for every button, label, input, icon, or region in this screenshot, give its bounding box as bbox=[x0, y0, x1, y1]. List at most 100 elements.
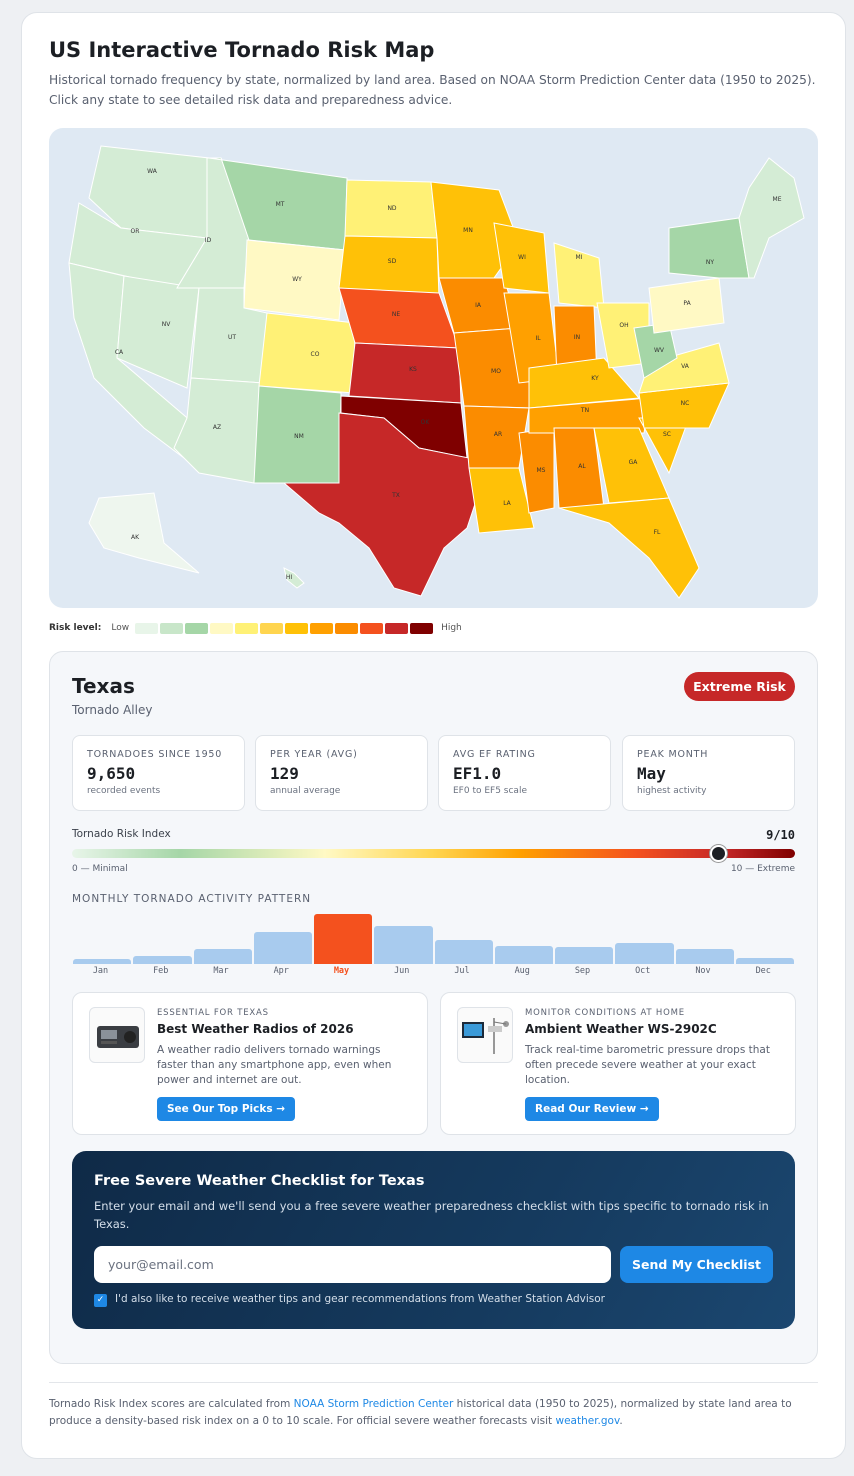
label-ca: CA bbox=[115, 349, 124, 356]
label-ak: AK bbox=[131, 534, 140, 541]
stat-value: 129 bbox=[270, 764, 299, 783]
legend-swatch-2 bbox=[160, 622, 184, 634]
page-title: US Interactive Tornado Risk Map bbox=[49, 38, 435, 62]
checklist-signup-box: Free Severe Weather Checklist for Texas … bbox=[72, 1151, 795, 1329]
state-ak[interactable] bbox=[88, 492, 200, 574]
legend-low: Low bbox=[111, 623, 130, 633]
risk-legend: Risk level: Low High bbox=[49, 621, 462, 635]
state-tx[interactable] bbox=[282, 412, 478, 597]
label-wa: WA bbox=[147, 168, 158, 175]
legend-swatch-12 bbox=[410, 622, 434, 634]
label-nv: NV bbox=[162, 321, 171, 328]
label-az: AZ bbox=[213, 424, 221, 431]
legend-swatch-9 bbox=[335, 622, 359, 634]
promo-card-weather-radios[interactable]: ESSENTIAL FOR TEXAS Best Weather Radios … bbox=[72, 992, 428, 1135]
footer-text-3: . bbox=[619, 1415, 623, 1427]
state-ky[interactable] bbox=[528, 357, 641, 409]
opt-in-label[interactable]: I'd also like to receive weather tips an… bbox=[115, 1293, 606, 1305]
month-label-jun: Jun bbox=[394, 966, 410, 976]
month-bar-nov bbox=[675, 949, 734, 964]
month-bar-aug bbox=[494, 946, 553, 964]
label-va: VA bbox=[681, 363, 690, 370]
state-wy[interactable] bbox=[243, 239, 346, 321]
state-pa[interactable] bbox=[648, 277, 725, 334]
label-nd: ND bbox=[387, 205, 396, 212]
label-ok: OK bbox=[421, 419, 431, 426]
month-bar-oct bbox=[615, 943, 674, 964]
promo-card-weather-station[interactable]: MONITOR CONDITIONS AT HOME Ambient Weath… bbox=[440, 992, 796, 1135]
state-ks[interactable] bbox=[348, 342, 462, 404]
email-input[interactable] bbox=[94, 1246, 611, 1283]
stat-card-ef-rating: AVG EF RATING EF1.0 EF0 to EF5 scale bbox=[438, 735, 611, 811]
state-mi[interactable] bbox=[553, 242, 605, 309]
state-region: Tornado Alley bbox=[72, 703, 153, 717]
promo-kicker: MONITOR CONDITIONS AT HOME bbox=[525, 1008, 685, 1018]
legend-swatch-1 bbox=[135, 622, 159, 634]
opt-in-checkbox[interactable]: ✓ bbox=[94, 1294, 107, 1307]
tornado-risk-map: WA OR CA NV ID MT WY UT AZ CO NM ND SD N… bbox=[49, 128, 818, 608]
stat-sub: highest activity bbox=[637, 786, 707, 796]
state-ne[interactable] bbox=[338, 287, 460, 349]
label-la: LA bbox=[503, 500, 511, 507]
see-top-picks-button[interactable]: See Our Top Picks → bbox=[157, 1097, 296, 1121]
label-al: AL bbox=[578, 463, 586, 470]
promo-title[interactable]: Best Weather Radios of 2026 bbox=[157, 1022, 354, 1036]
checklist-title: Free Severe Weather Checklist for Texas bbox=[94, 1173, 425, 1189]
label-ms: MS bbox=[537, 467, 546, 474]
state-ny[interactable] bbox=[668, 217, 750, 279]
weather-gov-link[interactable]: weather.gov bbox=[555, 1415, 620, 1427]
label-nc: NC bbox=[681, 400, 690, 407]
label-or: OR bbox=[131, 228, 140, 235]
month-label-mar: Mar bbox=[213, 966, 229, 976]
stat-card-per-year: PER YEAR (AVG) 129 annual average bbox=[255, 735, 428, 811]
checklist-description: Enter your email and we'll send you a fr… bbox=[94, 1199, 769, 1231]
month-bar-jun bbox=[374, 926, 433, 964]
risk-index-marker bbox=[710, 845, 728, 862]
state-co[interactable] bbox=[258, 312, 356, 394]
label-me: ME bbox=[773, 196, 782, 203]
footer-text-1: Tornado Risk Index scores are calculated… bbox=[49, 1398, 294, 1410]
state-la[interactable] bbox=[468, 467, 535, 534]
legend-swatch-10 bbox=[360, 622, 384, 634]
label-ks: KS bbox=[409, 366, 417, 373]
noaa-spc-link[interactable]: NOAA Storm Prediction Center bbox=[293, 1398, 454, 1410]
legend-swatch-11 bbox=[385, 622, 409, 634]
state-va[interactable] bbox=[638, 342, 730, 394]
risk-badge: Extreme Risk bbox=[684, 672, 795, 701]
page-subtitle: Historical tornado frequency by state, n… bbox=[49, 73, 816, 107]
label-tx: TX bbox=[391, 492, 400, 499]
monthly-activity-chart: Jan Feb Mar Apr May Jun Jul Aug Sep Oct Nov Dec bbox=[72, 908, 795, 978]
month-bar-dec bbox=[735, 957, 794, 964]
stat-value: 9,650 bbox=[87, 764, 136, 783]
footer-text-2: historical data (1950 to 2025), normaliz… bbox=[49, 1398, 792, 1427]
month-label-jan: Jan bbox=[92, 966, 109, 976]
label-wi: WI bbox=[518, 254, 526, 261]
state-fl[interactable] bbox=[558, 497, 700, 599]
stat-sub: recorded events bbox=[87, 786, 161, 796]
month-label-sep: Sep bbox=[574, 966, 591, 976]
stat-sub: annual average bbox=[270, 786, 341, 796]
label-oh: OH bbox=[619, 322, 628, 329]
promo-title[interactable]: Ambient Weather WS-2902C bbox=[525, 1022, 717, 1036]
stat-key: AVG EF RATING bbox=[453, 749, 536, 760]
label-co: CO bbox=[311, 351, 320, 358]
legend-swatch-3 bbox=[185, 622, 209, 634]
label-sd: SD bbox=[388, 258, 397, 265]
risk-index-label: Tornado Risk Index bbox=[72, 828, 171, 840]
month-bar-may bbox=[314, 914, 373, 964]
label-mt: MT bbox=[276, 201, 285, 208]
state-new-england[interactable] bbox=[738, 157, 805, 279]
label-id: ID bbox=[205, 237, 212, 244]
legend-swatch-7 bbox=[285, 622, 309, 634]
read-review-button[interactable]: Read Our Review → bbox=[525, 1097, 659, 1121]
state-nv[interactable] bbox=[116, 275, 200, 389]
state-tn[interactable] bbox=[528, 397, 650, 434]
month-label-dec: Dec bbox=[755, 966, 771, 976]
stat-key: PEAK MONTH bbox=[637, 749, 709, 760]
stat-key: PER YEAR (AVG) bbox=[270, 749, 358, 760]
label-fl: FL bbox=[654, 529, 661, 536]
send-checklist-button[interactable]: Send My Checklist bbox=[620, 1246, 773, 1283]
state-hi[interactable] bbox=[283, 567, 305, 589]
legend-label: Risk level: bbox=[49, 623, 102, 633]
month-label-jul: Jul bbox=[454, 966, 470, 976]
